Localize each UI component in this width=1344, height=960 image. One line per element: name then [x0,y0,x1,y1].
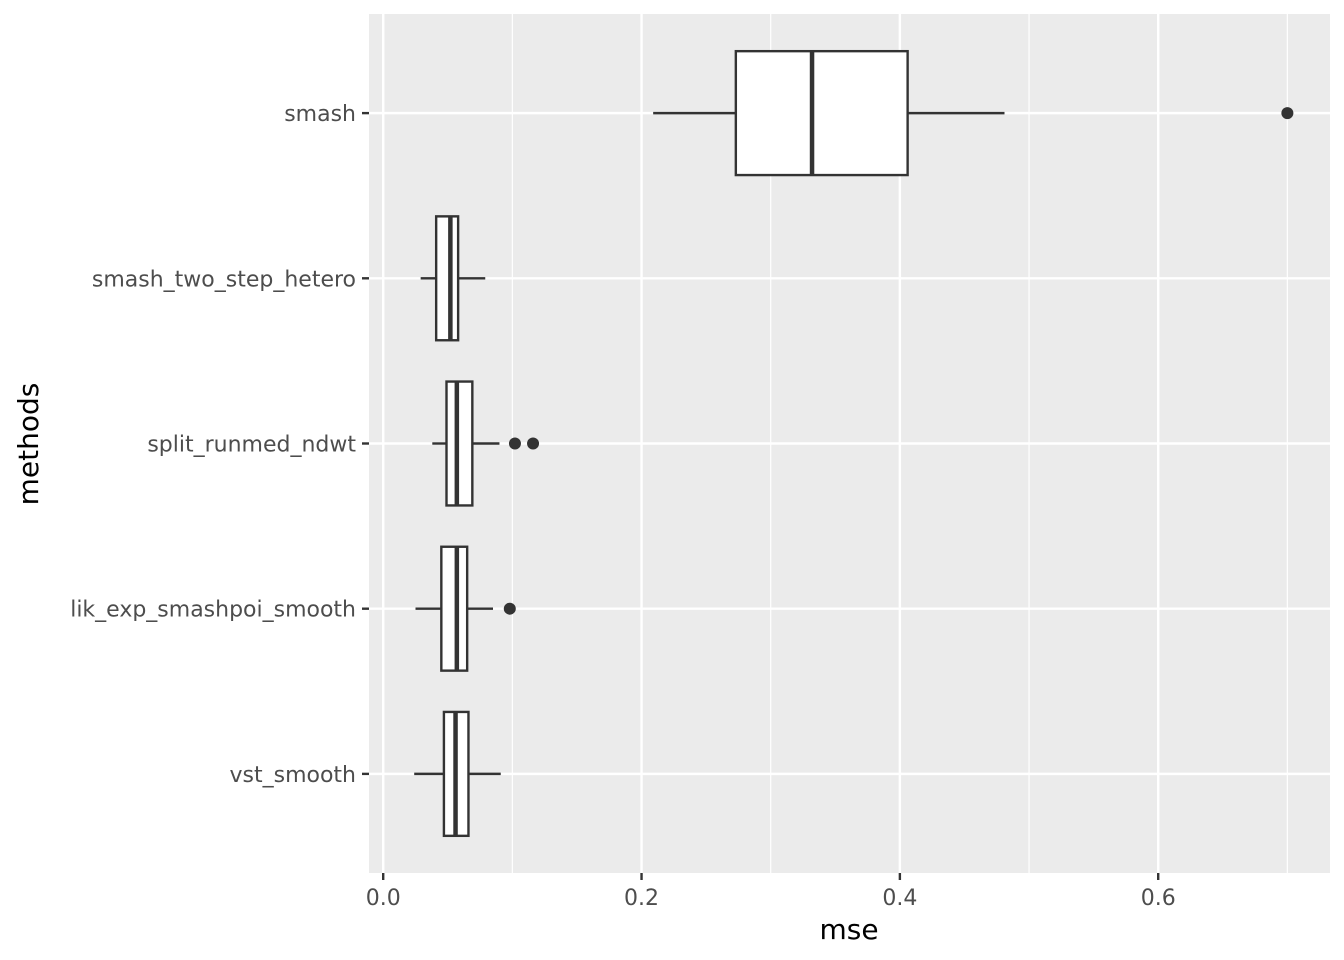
box-split-runmed-ndwt [432,380,540,507]
outlier-point [503,602,516,615]
y-tick-label: smash [284,102,356,127]
y-tick-label: smash_two_step_hetero [92,267,356,292]
box-smash [653,49,1294,177]
x-tick-label: 0.2 [624,886,659,911]
box-vst-smooth [414,710,501,838]
box-series [414,49,1294,838]
y-tick-label: split_runmed_ndwt [147,433,356,458]
box-smash-two-step-hetero [420,215,486,342]
outlier-point [1281,107,1294,120]
iqr-box [434,215,460,342]
iqr-box [734,49,909,177]
y-tick-label: vst_smooth [230,763,357,788]
y-axis-title: methods [12,383,45,506]
y-tick-label: lik_exp_smashpoi_smooth [70,598,356,623]
iqr-box [445,380,474,507]
x-tick-label: 0.0 [366,886,401,911]
outlier-point [508,437,521,450]
x-axis: 0.0 0.2 0.4 0.6 [366,873,1176,911]
x-axis-title: mse [819,913,878,946]
y-axis: smash smash_two_step_hetero split_runmed_n… [70,102,369,788]
box-lik-exp-smashpoi-smooth [415,545,516,672]
outlier-point [527,437,540,450]
iqr-box [440,545,469,672]
x-tick-label: 0.6 [1141,886,1176,911]
x-tick-label: 0.4 [882,886,917,911]
